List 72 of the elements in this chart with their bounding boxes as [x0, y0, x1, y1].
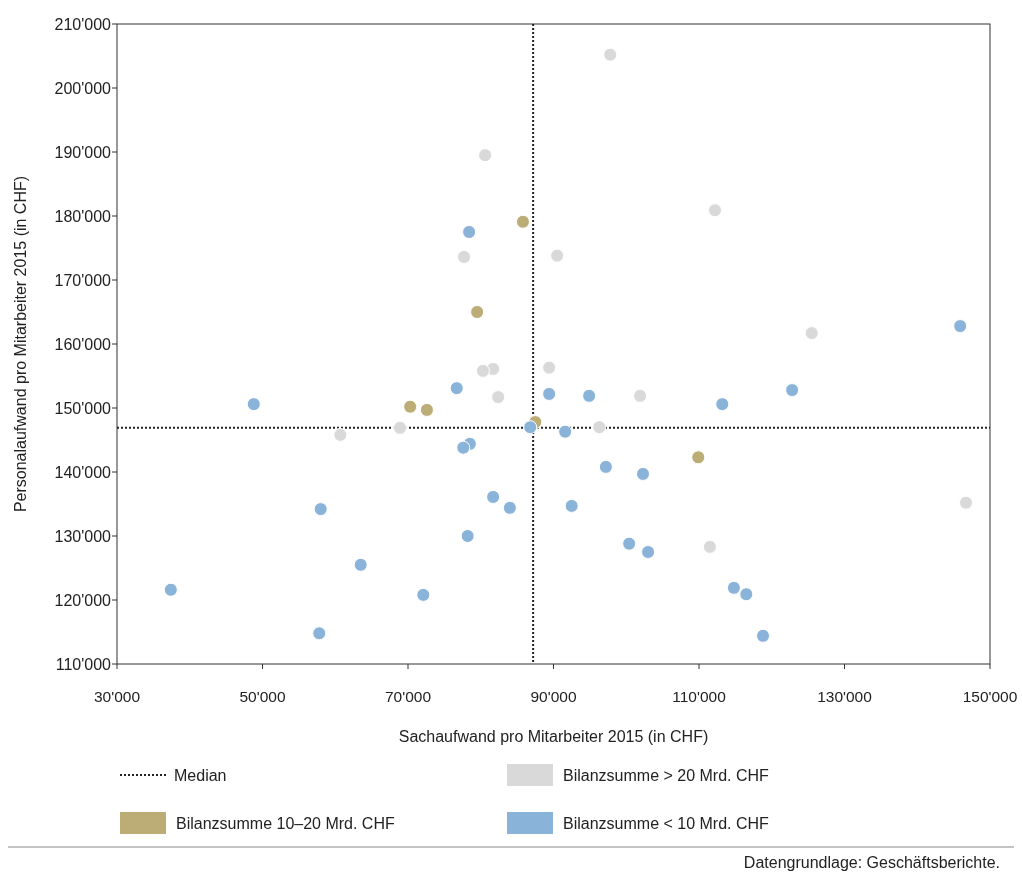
y-tick-label: 180'000 — [54, 208, 112, 225]
point — [462, 225, 477, 239]
point — [641, 545, 656, 559]
x-axis-title: Sachaufwand pro Mitarbeiter 2015 (in CHF) — [398, 728, 709, 745]
point — [785, 383, 800, 398]
y-tick-label: 160'000 — [54, 336, 112, 353]
y-tick-label: 150'000 — [54, 400, 112, 417]
point — [312, 626, 327, 641]
point — [958, 495, 973, 510]
legend-label: Median — [174, 767, 227, 784]
y-tick-label: 210'000 — [54, 16, 112, 33]
point — [582, 388, 597, 403]
point — [457, 249, 472, 264]
point — [416, 587, 431, 602]
point — [515, 214, 530, 229]
point — [475, 363, 490, 378]
point — [953, 319, 968, 334]
point — [523, 420, 538, 435]
point — [603, 47, 618, 62]
point — [702, 539, 717, 554]
point — [756, 628, 771, 643]
y-tick-label: 190'000 — [54, 144, 112, 161]
point — [502, 500, 517, 515]
point — [460, 529, 475, 543]
y-axis-title: Personalaufwand pro Mitarbeiter 2015 (in CHF) — [12, 175, 29, 513]
point — [163, 582, 178, 597]
legend-label: Bilanzsumme < 10 Mrd. CHF — [563, 815, 770, 832]
point — [715, 397, 730, 412]
point — [804, 326, 819, 341]
x-tick-label: 70'000 — [384, 688, 432, 705]
point — [456, 440, 471, 455]
point — [403, 399, 418, 414]
point — [635, 466, 650, 481]
point — [542, 360, 557, 375]
point — [691, 450, 706, 465]
y-tick-label: 110'000 — [55, 656, 112, 673]
point — [470, 305, 485, 319]
point — [353, 557, 368, 572]
point — [708, 203, 723, 218]
point — [558, 424, 573, 439]
point — [393, 420, 407, 435]
text: Datengrundlage: Geschäftsberichte. — [743, 854, 1000, 871]
point — [739, 587, 754, 602]
point — [491, 390, 506, 405]
point — [726, 580, 741, 595]
x-tick-label: 150'000 — [962, 688, 1018, 705]
point — [246, 397, 261, 412]
y-tick-label: 130'000 — [54, 528, 112, 545]
legend-label: Bilanzsumme 10–20 Mrd. CHF — [176, 815, 395, 832]
x-tick-label: 110'000 — [672, 688, 727, 705]
point — [419, 402, 434, 417]
x-tick-label: 130'000 — [817, 688, 873, 705]
y-tick-label: 170'000 — [54, 272, 112, 289]
point — [478, 148, 493, 163]
point — [486, 489, 501, 504]
y-tick-label: 200'000 — [54, 80, 112, 97]
point — [633, 388, 648, 403]
point — [550, 248, 565, 263]
x-tick-label: 50'000 — [239, 688, 286, 705]
point — [449, 381, 464, 396]
point — [333, 427, 348, 442]
point — [542, 386, 557, 401]
x-tick-label: 30'000 — [93, 688, 141, 705]
legend-label: Bilanzsumme > 20 Mrd. CHF — [563, 767, 770, 784]
point — [622, 536, 637, 551]
x-tick-label: 90'000 — [530, 688, 577, 705]
point — [598, 459, 613, 474]
y-tick-label: 120'000 — [54, 592, 112, 609]
point — [592, 420, 607, 435]
point — [313, 502, 328, 517]
point — [564, 498, 579, 513]
y-tick-label: 140'000 — [54, 464, 112, 481]
